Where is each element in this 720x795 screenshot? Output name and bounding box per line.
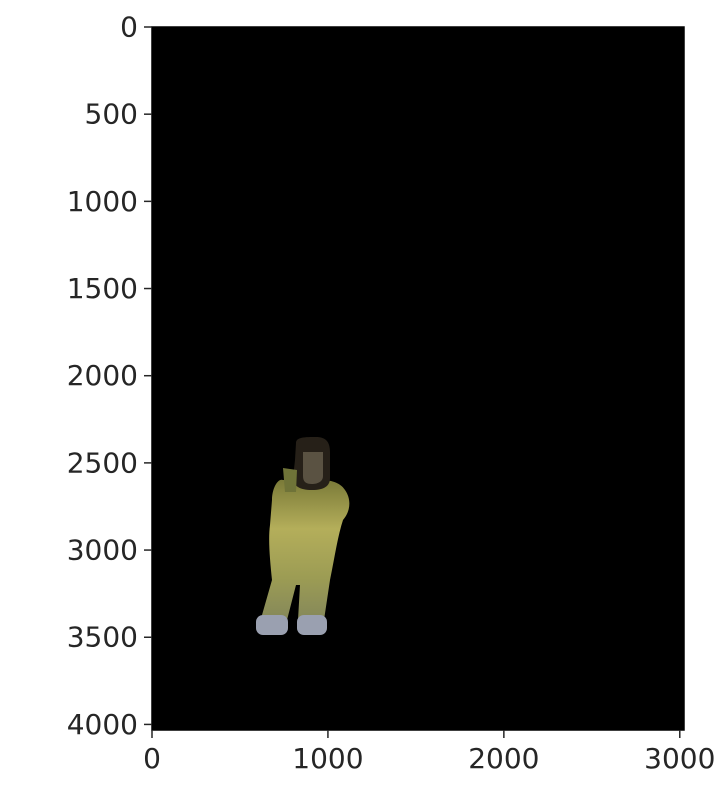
x-tick-label: 2000 <box>468 742 539 775</box>
subject-left-foot <box>256 615 288 635</box>
x-tick-label: 1000 <box>292 742 363 775</box>
x-tick-label: 3000 <box>644 742 715 775</box>
y-tick-label: 0 <box>120 11 138 44</box>
y-tick-label: 3000 <box>67 534 138 567</box>
subject-face <box>303 452 323 484</box>
x-tick-label: 0 <box>143 742 161 775</box>
y-tick-label: 4000 <box>67 708 138 741</box>
y-tick-label: 1500 <box>67 272 138 305</box>
plot-area <box>152 27 684 730</box>
subject-right-foot <box>297 615 327 635</box>
y-tick-label: 1000 <box>67 185 138 218</box>
y-axis: 0 500 1000 1500 2000 2500 3000 3500 4000 <box>67 11 152 741</box>
y-tick-label: 3500 <box>67 621 138 654</box>
x-axis: 0 1000 2000 3000 <box>143 730 715 775</box>
plot-frame <box>151 26 685 731</box>
person-silhouette <box>256 437 350 635</box>
subject-torso <box>262 479 350 620</box>
y-tick-label: 2500 <box>67 446 138 479</box>
y-tick-label: 500 <box>85 98 138 131</box>
y-tick-label: 2000 <box>67 359 138 392</box>
subject-hand <box>283 468 297 492</box>
